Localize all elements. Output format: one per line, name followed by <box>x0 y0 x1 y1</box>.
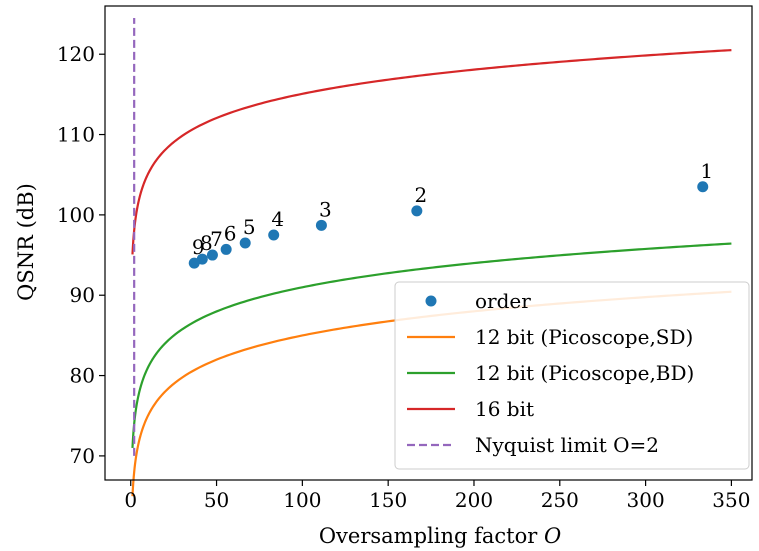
legend-label-4: Nyquist limit O=2 <box>475 433 659 457</box>
x-axis-ticks: 0 50 100 150 200 250 300 350 <box>124 480 750 512</box>
order-point <box>411 205 423 217</box>
order-point-label: 5 <box>243 215 256 239</box>
y-tick-label: 100 <box>57 203 95 227</box>
y-tick-label: 80 <box>70 364 95 388</box>
legend-label-1: 12 bit (Picoscope,SD) <box>475 325 693 349</box>
x-tick-label: 250 <box>541 488 579 512</box>
order-point <box>697 181 709 193</box>
order-point <box>268 229 280 241</box>
order-point <box>315 219 327 231</box>
series-line-2 <box>131 242 732 449</box>
order-point-label: 7 <box>210 227 223 251</box>
y-tick-label: 110 <box>57 123 95 147</box>
y-tick-label: 120 <box>57 42 95 66</box>
x-tick-label: 100 <box>283 488 321 512</box>
x-tick-label: 0 <box>124 488 137 512</box>
order-point-label: 9 <box>192 235 205 259</box>
legend-box <box>394 281 750 470</box>
y-tick-label: 90 <box>70 283 95 307</box>
legend-label-3: 16 bit <box>475 397 534 421</box>
order-point <box>239 237 251 249</box>
legend: order 12 bit (Picoscope,SD) 12 bit (Picosc… <box>394 281 750 470</box>
legend-label-2: 12 bit (Picoscope,BD) <box>475 361 694 385</box>
order-point <box>188 257 200 269</box>
order-point-label: 8 <box>200 231 213 255</box>
x-tick-label: 350 <box>712 488 750 512</box>
y-tick-label: 70 <box>70 444 95 468</box>
order-point-label: 1 <box>700 159 713 183</box>
order-point <box>206 249 218 261</box>
order-point-label: 4 <box>271 207 284 231</box>
x-axis-label: Oversampling factor O <box>319 524 561 548</box>
x-tick-label: 200 <box>455 488 493 512</box>
x-tick-label: 150 <box>369 488 407 512</box>
x-tick-label: 50 <box>204 488 229 512</box>
y-axis-ticks: 70 80 90 100 110 120 <box>57 42 105 468</box>
legend-marker-order <box>425 295 437 307</box>
x-tick-label: 300 <box>627 488 665 512</box>
order-point-label: 3 <box>319 197 332 221</box>
order-point <box>220 243 232 255</box>
order-point-label: 6 <box>224 221 237 245</box>
legend-label-0: order <box>475 289 531 313</box>
plot-frame <box>104 5 753 481</box>
y-axis-label: QSNR (dB) <box>14 183 38 301</box>
series-line-3 <box>131 49 732 255</box>
order-point-label: 2 <box>414 183 427 207</box>
